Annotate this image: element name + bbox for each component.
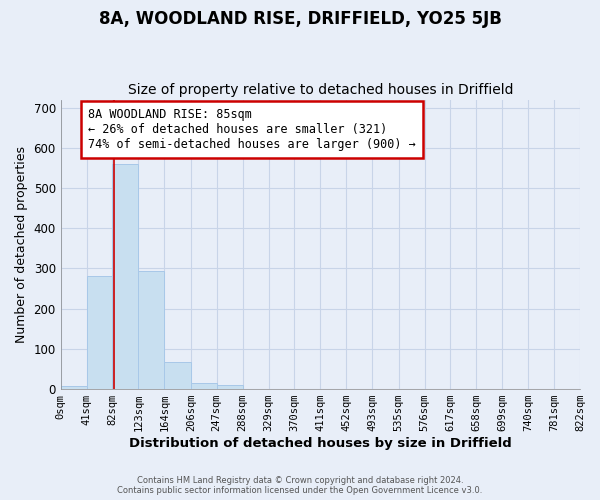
Bar [112,164,139,389]
Text: Contains HM Land Registry data © Crown copyright and database right 2024.
Contai: Contains HM Land Registry data © Crown c… [118,476,482,495]
Y-axis label: Number of detached properties: Number of detached properties [15,146,28,343]
X-axis label: Distribution of detached houses by size in Driffield: Distribution of detached houses by size … [129,437,512,450]
Title: Size of property relative to detached houses in Driffield: Size of property relative to detached ho… [128,83,513,97]
Bar [191,384,217,389]
Bar [164,362,191,389]
Bar [86,276,112,389]
Text: 8A, WOODLAND RISE, DRIFFIELD, YO25 5JB: 8A, WOODLAND RISE, DRIFFIELD, YO25 5JB [98,10,502,28]
Text: 8A WOODLAND RISE: 85sqm
← 26% of detached houses are smaller (321)
74% of semi-d: 8A WOODLAND RISE: 85sqm ← 26% of detache… [88,108,416,150]
Bar [217,386,242,389]
Bar [61,386,86,389]
Bar [139,272,164,389]
